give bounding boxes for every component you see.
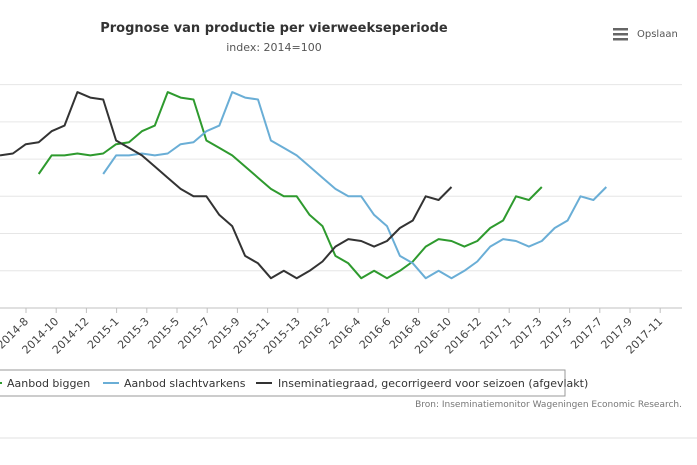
legend-item-biggen[interactable]: Aanbod biggen: [0, 377, 90, 390]
x-tick-label: 2016-2: [296, 315, 333, 352]
series-line-biggen[interactable]: [37, 91, 543, 280]
legend-label-biggen[interactable]: Aanbod biggen: [7, 377, 90, 390]
x-tick-label: 2017-5: [538, 315, 575, 352]
hamburger-menu-icon[interactable]: [613, 28, 628, 41]
legend-item-inseminatiegraad[interactable]: Inseminatiegraad, gecorrigeerd voor seiz…: [256, 377, 588, 390]
x-tick-label: 2015-1: [85, 315, 122, 352]
x-tick-label: 2015-7: [176, 315, 213, 352]
export-button[interactable]: Opslaan: [613, 28, 678, 41]
credits: Bron: Inseminatiemonitor Wageningen Econ…: [415, 400, 682, 410]
x-tick-label: 2016-6: [357, 315, 394, 352]
series-line-slachtvarkens[interactable]: [102, 91, 608, 280]
x-tick-label: 2015-3: [115, 315, 152, 352]
series-layer: [0, 91, 608, 280]
x-tick-label: 2017-1: [478, 315, 515, 352]
chart-title: Prognose van productie per vierweekseper…: [100, 21, 448, 36]
x-tick-label: 2016-4: [327, 315, 364, 352]
legend-label-inseminatiegraad[interactable]: Inseminatiegraad, gecorrigeerd voor seiz…: [278, 377, 588, 390]
export-button-label[interactable]: Opslaan: [637, 29, 678, 40]
x-tick-label: 2017-3: [508, 315, 545, 352]
x-tick-label: 2015-5: [145, 315, 182, 352]
legend-item-slachtvarkens[interactable]: Aanbod slachtvarkens: [103, 377, 246, 390]
chart-subtitle: index: 2014=100: [226, 41, 322, 54]
legend-label-slachtvarkens[interactable]: Aanbod slachtvarkens: [124, 377, 246, 390]
legend: Aanbod biggen Aanbod slachtvarkens Insem…: [0, 369, 588, 397]
x-axis-ticks: 2014-82014-102014-122015-12015-32015-520…: [0, 308, 665, 357]
x-tick-label: 2017-7: [568, 315, 605, 352]
series-line-inseminatiegraad[interactable]: [0, 91, 453, 280]
